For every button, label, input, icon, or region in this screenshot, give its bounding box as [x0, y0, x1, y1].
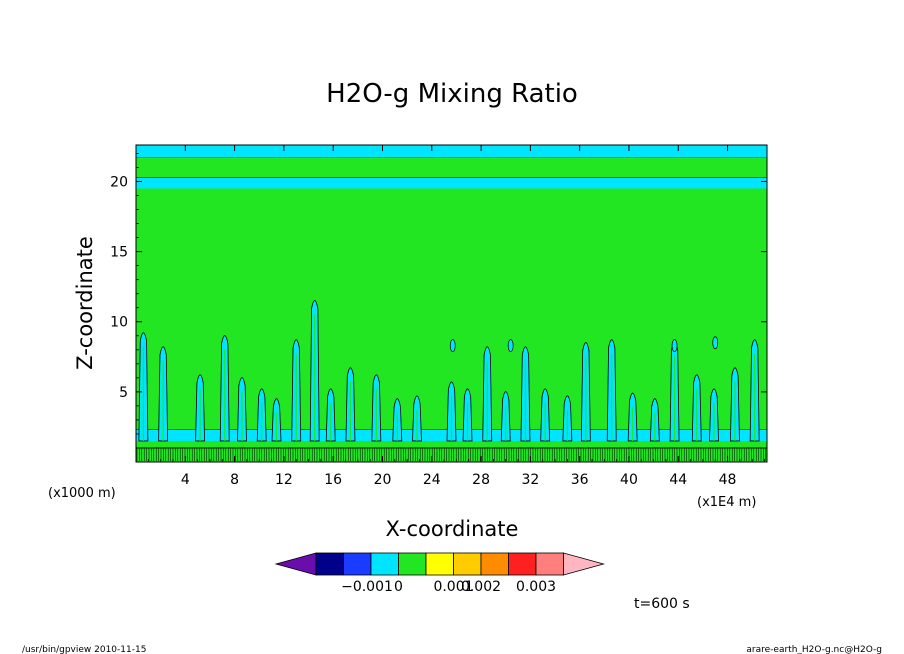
colorbar-under-arrow [274, 552, 317, 576]
colorbar-swatch [370, 552, 399, 576]
footer-left: /usr/bin/gpview 2010-11-15 [22, 645, 146, 654]
colorbar-tick-label: −0.001 [341, 579, 393, 595]
footer-right: arare-earth_H2O-g.nc@H2O-g [746, 645, 882, 654]
x-tick-label: 12 [275, 472, 293, 488]
layer-band [136, 145, 767, 158]
layer-band [136, 157, 767, 178]
y-axis-unit: (x1000 m) [48, 486, 116, 501]
y-axis: 5 10 15 20 [110, 153, 767, 449]
chart-title: H2O-g Mixing Ratio [326, 79, 578, 109]
colorbar-tick-label: 0.003 [516, 579, 556, 595]
colorbar-swatch [535, 552, 564, 576]
x-tick-label: 20 [374, 472, 392, 488]
colorbar-swatch [453, 552, 482, 576]
x-tick-label: 32 [521, 472, 539, 488]
y-tick-label: 10 [110, 315, 128, 331]
layer-band [136, 177, 767, 189]
colorbar-swatch [343, 552, 372, 576]
plot-area [136, 145, 767, 462]
x-tick-label: 48 [719, 472, 737, 488]
colorbar-swatch [315, 552, 344, 576]
plume-group [138, 300, 760, 442]
surface-texture [136, 447, 767, 461]
small-cell-group [449, 336, 719, 352]
x-tick-label: 4 [181, 472, 190, 488]
x-tick-label: 36 [571, 472, 589, 488]
x-tick-label: 24 [423, 472, 441, 488]
colorbar-tick-label: 0.002 [461, 579, 501, 595]
x-tick-label: 28 [472, 472, 490, 488]
x-axis-title: X-coordinate [386, 517, 519, 541]
plot-frame [135, 144, 768, 463]
colorbar-swatch [425, 552, 454, 576]
x-tick-label: 40 [620, 472, 638, 488]
small-cell [449, 339, 456, 352]
colorbar-tick-label: 0 [394, 579, 403, 595]
colorbar-over-arrow [563, 552, 606, 576]
y-axis-title: Z-coordinate [73, 236, 97, 370]
x-axis-unit: (x1E4 m) [697, 495, 756, 510]
x-tick-label: 8 [230, 472, 239, 488]
x-axis: 4 8 12 16 20 24 28 32 36 40 44 48 [147, 145, 765, 488]
colorbar-swatch [480, 552, 509, 576]
y-tick-label: 20 [110, 174, 128, 190]
time-label: t=600 s [634, 596, 690, 612]
colorbar-tick-label: 0.001 [433, 579, 473, 595]
colorbar-swatch [398, 552, 427, 576]
y-tick-label: 15 [110, 245, 128, 261]
small-cell [712, 336, 719, 350]
x-tick-label: 16 [324, 472, 342, 488]
small-cell [507, 339, 514, 352]
small-cell [671, 339, 678, 352]
x-tick-label: 44 [669, 472, 687, 488]
y-tick-label: 5 [119, 385, 128, 401]
colorbar-swatch [508, 552, 537, 576]
